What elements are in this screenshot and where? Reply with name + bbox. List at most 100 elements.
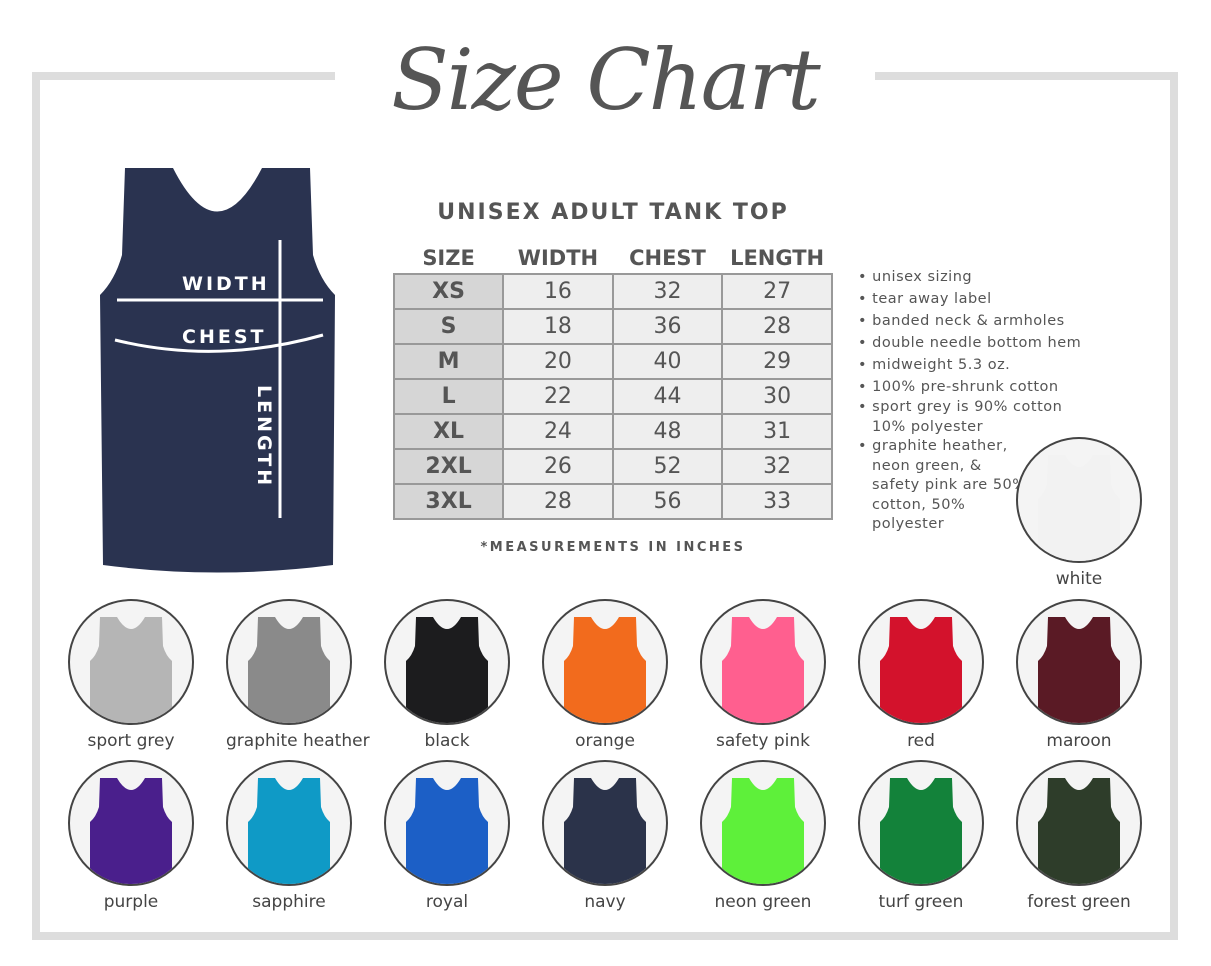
color-swatch: safety pink xyxy=(700,599,826,751)
value-cell: 24 xyxy=(502,413,614,450)
value-cell: 31 xyxy=(721,413,833,450)
size-cell: XS xyxy=(392,273,505,310)
color-name: graphite heather xyxy=(226,731,370,751)
tank-swatch-image xyxy=(542,599,668,725)
tank-swatch-image xyxy=(68,599,194,725)
col-header: SIZE xyxy=(422,246,475,270)
color-name: royal xyxy=(425,892,469,912)
size-cell: S xyxy=(392,308,505,345)
color-swatch: black xyxy=(384,599,510,751)
table-row: M 20 40 29 xyxy=(392,343,833,380)
width-label: WIDTH xyxy=(182,273,270,295)
tank-swatch-image xyxy=(542,760,668,886)
value-cell: 18 xyxy=(502,308,614,345)
tank-swatch-image xyxy=(700,599,826,725)
color-name: black xyxy=(424,731,470,751)
color-swatch: graphite heather xyxy=(226,599,370,751)
color-swatch: navy xyxy=(542,760,668,912)
table-row: XS 16 32 27 xyxy=(392,273,833,310)
color-swatch: turf green xyxy=(858,760,984,912)
tank-swatch-image xyxy=(1016,760,1142,886)
value-cell: 33 xyxy=(721,483,833,520)
color-swatch: neon green xyxy=(700,760,826,912)
feature-item: 100% pre-shrunk cotton xyxy=(858,376,1087,398)
col-header: LENGTH xyxy=(730,246,825,270)
feature-list: unisex sizing tear away label banded nec… xyxy=(858,266,1087,535)
measurement-note: *MEASUREMENTS IN INCHES xyxy=(480,540,746,555)
feature-item: sport grey is 90% cotton 10% polyester xyxy=(858,398,1087,437)
value-cell: 32 xyxy=(721,448,833,485)
page-title: Size Chart xyxy=(335,10,875,150)
color-name: maroon xyxy=(1046,731,1112,751)
tank-swatch-image xyxy=(700,760,826,886)
color-name: turf green xyxy=(878,892,964,912)
color-name: red xyxy=(907,731,935,751)
value-cell: 16 xyxy=(502,273,614,310)
table-row: L 22 44 30 xyxy=(392,378,833,415)
size-cell: L xyxy=(392,378,505,415)
size-cell: XL xyxy=(392,413,505,450)
value-cell: 20 xyxy=(502,343,614,380)
value-cell: 30 xyxy=(721,378,833,415)
value-cell: 32 xyxy=(611,273,724,310)
value-cell: 44 xyxy=(611,378,724,415)
feature-item: midweight 5.3 oz. xyxy=(858,354,1087,376)
table-row: XL 24 48 31 xyxy=(392,413,833,450)
color-swatch: sport grey xyxy=(68,599,194,751)
value-cell: 28 xyxy=(502,483,614,520)
tank-swatch-image xyxy=(858,599,984,725)
col-header: CHEST xyxy=(629,246,706,270)
product-title: UNISEX ADULT TANK TOP xyxy=(437,200,789,225)
feature-item: banded neck & armholes xyxy=(858,310,1087,332)
feature-item: double needle bottom hem xyxy=(858,332,1087,354)
color-swatch: red xyxy=(858,599,984,751)
value-cell: 56 xyxy=(611,483,724,520)
color-name: neon green xyxy=(714,892,812,912)
color-swatch: royal xyxy=(384,760,510,912)
color-swatch: sapphire xyxy=(226,760,352,912)
color-name: purple xyxy=(103,892,159,912)
table-row: 2XL 26 52 32 xyxy=(392,448,833,485)
table-row: S 18 36 28 xyxy=(392,308,833,345)
feature-item: unisex sizing xyxy=(858,266,1087,288)
value-cell: 22 xyxy=(502,378,614,415)
tank-swatch-image xyxy=(384,599,510,725)
color-name: forest green xyxy=(1027,892,1131,912)
color-swatch: forest green xyxy=(1016,760,1142,912)
tank-swatch-image xyxy=(68,760,194,886)
feature-item: graphite heather, neon green, & safety p… xyxy=(858,437,1032,535)
tank-swatch-image xyxy=(1016,437,1142,563)
value-cell: 40 xyxy=(611,343,724,380)
table-row: 3XL 28 56 33 xyxy=(392,483,833,520)
color-name: navy xyxy=(584,892,626,912)
tank-swatch-image xyxy=(226,760,352,886)
tank-swatch-image xyxy=(384,760,510,886)
color-name: white xyxy=(1055,569,1103,589)
value-cell: 48 xyxy=(611,413,724,450)
value-cell: 26 xyxy=(502,448,614,485)
color-swatch: purple xyxy=(68,760,194,912)
value-cell: 29 xyxy=(721,343,833,380)
chest-label: CHEST xyxy=(182,326,267,348)
value-cell: 52 xyxy=(611,448,724,485)
size-table: SIZE WIDTH CHEST LENGTH XS 16 32 27 S 18 36 28 M… xyxy=(392,243,833,520)
feature-item: tear away label xyxy=(858,288,1087,310)
color-name: sport grey xyxy=(87,731,175,751)
color-swatch: maroon xyxy=(1016,599,1142,751)
color-name: sapphire xyxy=(252,892,326,912)
color-name: safety pink xyxy=(716,731,810,751)
tank-top-image xyxy=(100,168,335,573)
length-label: LENGTH xyxy=(253,385,275,489)
color-name: orange xyxy=(575,731,635,751)
tank-swatch-image xyxy=(226,599,352,725)
color-swatch: orange xyxy=(542,599,668,751)
size-cell: 3XL xyxy=(392,483,505,520)
col-header: WIDTH xyxy=(517,246,599,270)
tank-swatch-image xyxy=(1016,599,1142,725)
tank-swatch-image xyxy=(858,760,984,886)
size-cell: M xyxy=(392,343,505,380)
value-cell: 28 xyxy=(721,308,833,345)
value-cell: 36 xyxy=(611,308,724,345)
size-cell: 2XL xyxy=(392,448,505,485)
value-cell: 27 xyxy=(721,273,833,310)
